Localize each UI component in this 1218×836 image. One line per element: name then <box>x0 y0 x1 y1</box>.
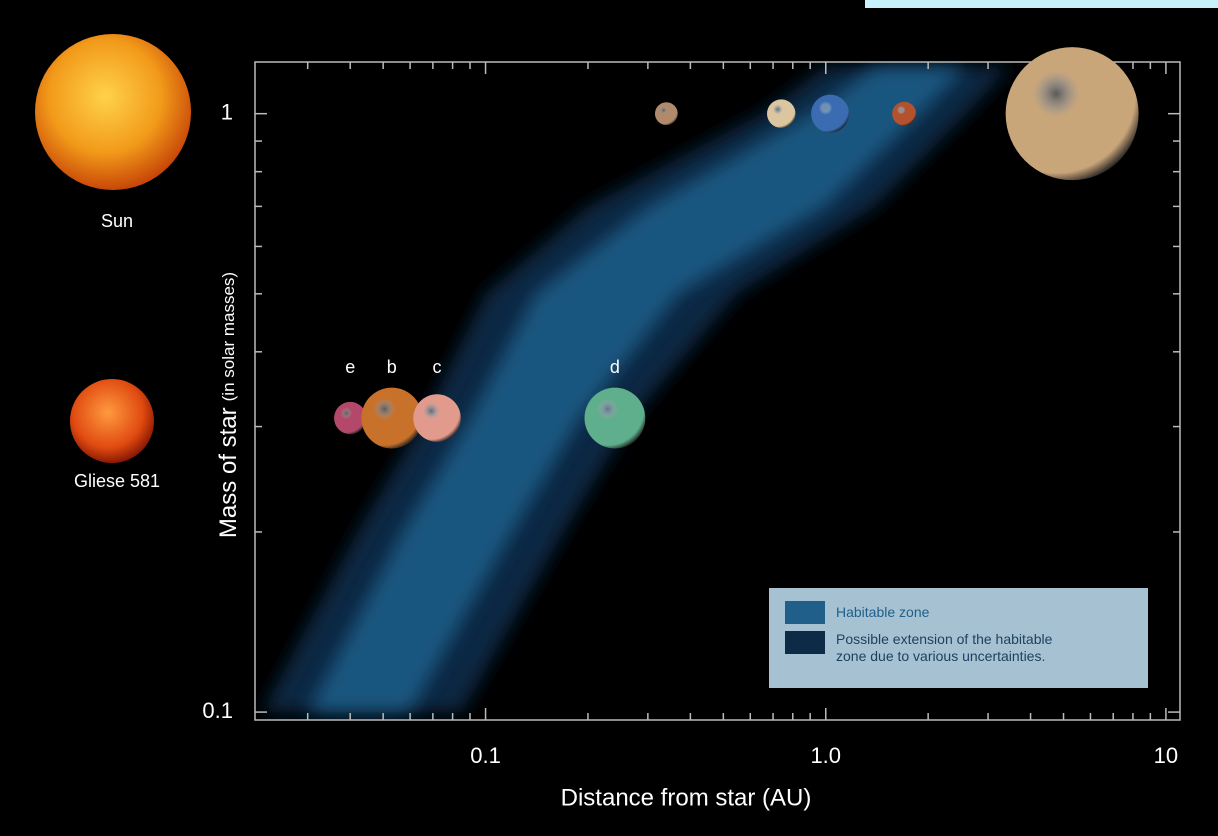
planet-label: c <box>433 357 442 377</box>
y-axis-label: Mass of star (in solar masses) <box>215 272 242 538</box>
x-axis-label: Distance from star (AU) <box>561 784 812 811</box>
axes: 0.1 1.0 10 0.1 1 <box>202 62 1180 768</box>
gliese-image <box>70 379 154 463</box>
sun-image <box>35 34 191 190</box>
planet <box>584 387 646 449</box>
plot-frame <box>254 61 1181 721</box>
planet-label: b <box>387 357 397 377</box>
x-tick-label: 1.0 <box>810 743 841 768</box>
planet <box>654 102 678 126</box>
planet <box>361 387 423 449</box>
legend-entry: Possible extension of the habitable zone… <box>785 631 1086 665</box>
legend-label: Habitable zone <box>836 604 930 620</box>
planet <box>413 394 461 442</box>
legend: Habitable zone Possible extension of the… <box>769 588 1148 688</box>
planet <box>1005 47 1139 181</box>
zone-band <box>307 66 967 713</box>
y-tick-label: 0.1 <box>202 698 233 723</box>
star-label: Sun <box>101 211 133 231</box>
legend-swatch <box>785 631 825 654</box>
y-axis-title: Mass of star <box>215 407 242 538</box>
planet <box>767 99 796 128</box>
planet <box>892 101 917 126</box>
planet-label: e <box>345 357 355 377</box>
legend-entry: Habitable zone <box>785 601 1086 624</box>
legend-label: Possible extension of the habitable zone… <box>836 631 1053 664</box>
planet <box>334 401 367 435</box>
planet-label: d <box>610 357 620 377</box>
top-strip <box>865 0 1218 8</box>
legend-swatch <box>785 601 825 624</box>
x-tick-label: 0.1 <box>470 743 501 768</box>
star-label: Gliese 581 <box>74 471 160 491</box>
y-tick-label: 1 <box>221 99 233 124</box>
planet <box>811 94 850 133</box>
zones <box>261 66 1011 713</box>
y-axis-note: (in solar masses) <box>219 272 238 401</box>
x-tick-label: 10 <box>1154 743 1178 768</box>
